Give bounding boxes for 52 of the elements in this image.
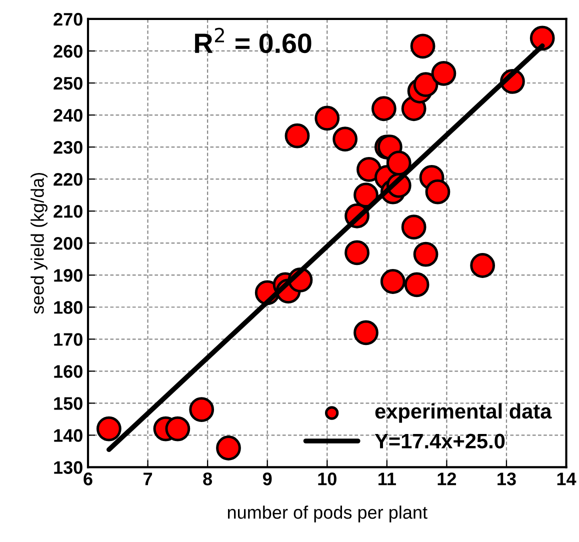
y-tick-label: 250	[54, 76, 82, 90]
y-tick-label: 200	[54, 237, 82, 250]
point	[470, 253, 496, 278]
y-tick-label: 140	[54, 429, 82, 442]
point	[354, 320, 378, 346]
y-tick-label: 220	[54, 172, 82, 186]
x-tick-label: 6	[84, 472, 92, 486]
y-tick-label: 240	[54, 108, 82, 122]
point	[332, 126, 358, 152]
point	[410, 34, 436, 59]
point	[425, 179, 450, 204]
point	[404, 272, 430, 298]
y-tick-label: 180	[54, 301, 82, 314]
y-tick-label: 160	[54, 365, 82, 378]
point	[354, 182, 378, 208]
y-tick-label: 150	[54, 397, 82, 410]
y-tick-label: 170	[54, 333, 82, 346]
x-axis-title: number of pods per plant	[228, 506, 428, 522]
y-tick-label: 210	[54, 205, 82, 218]
point	[344, 240, 370, 266]
x-tick-label: 13	[498, 472, 516, 486]
x-tick-label: 14	[557, 472, 576, 486]
point	[216, 436, 241, 460]
y-tick-label: 130	[54, 461, 82, 474]
point	[380, 269, 406, 294]
point	[431, 60, 456, 86]
point	[189, 397, 214, 422]
annotation: R$^{2}$ = 0.60	[195, 28, 312, 54]
point	[356, 157, 382, 182]
x-tick-label: 7	[144, 472, 152, 486]
y-tick-label: 190	[54, 269, 82, 282]
y-tick-label: 270	[54, 12, 82, 26]
x-tick-label: 8	[203, 472, 212, 486]
x-tick-label: 10	[318, 472, 336, 486]
point	[386, 150, 412, 176]
legend-label: Y=17.4x+25.0	[374, 434, 505, 449]
x-tick-label: 12	[438, 472, 456, 486]
point	[165, 416, 190, 442]
point	[284, 123, 310, 148]
x-tick-label: 11	[378, 472, 396, 486]
y-tick-label: 230	[54, 140, 82, 154]
point	[413, 242, 438, 267]
point	[413, 72, 438, 98]
point	[530, 26, 555, 51]
point	[96, 416, 122, 442]
y-tick-label: 260	[54, 44, 82, 58]
y-axis-title: seed yield (kg/da)	[30, 172, 48, 314]
point	[371, 96, 396, 122]
point	[401, 214, 426, 240]
point	[314, 106, 340, 131]
x-tick-label: 9	[262, 472, 272, 486]
legend-label: experimental data	[375, 403, 552, 423]
